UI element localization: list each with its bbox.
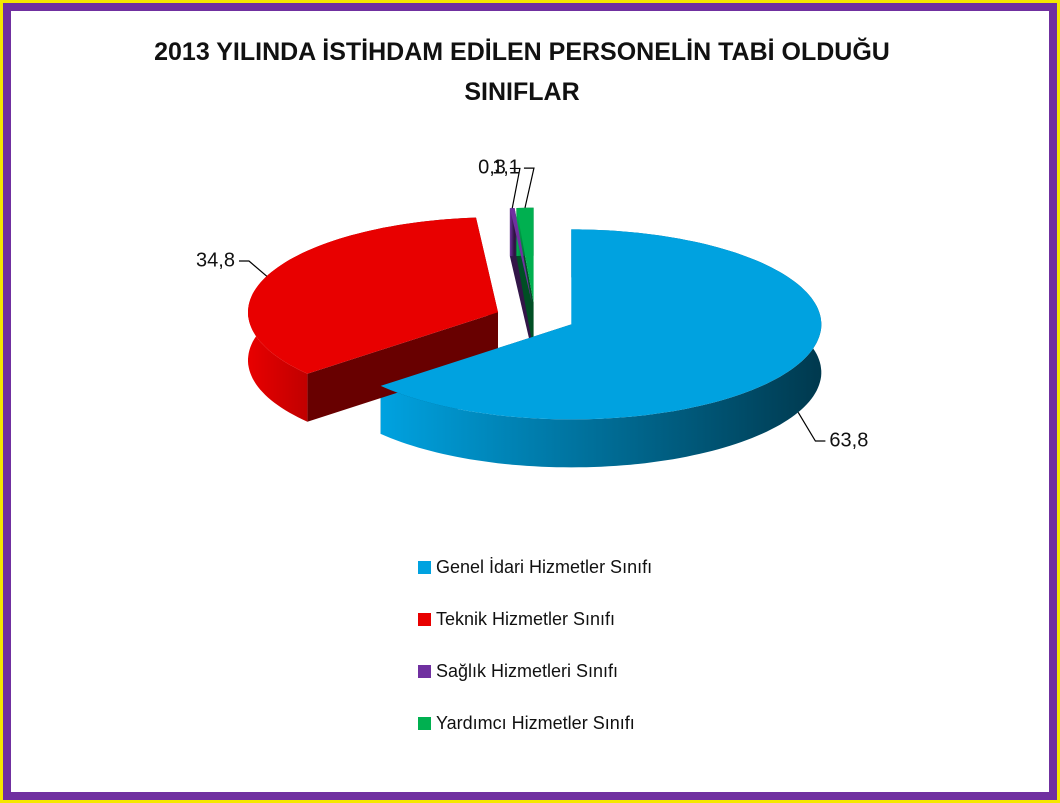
slice-tops [248, 207, 822, 420]
data-label: 1,1 [492, 156, 520, 178]
leader-line [797, 411, 826, 442]
leader-line [509, 167, 521, 209]
legend-swatch [418, 717, 431, 730]
slice [509, 208, 532, 303]
legend-label: Teknik Hizmetler Sınıfı [436, 609, 615, 629]
slice [248, 217, 498, 374]
legend-label: Sağlık Hizmetleri Sınıfı [436, 661, 618, 681]
slice [380, 229, 822, 420]
slice-side [307, 312, 498, 422]
slice [516, 207, 534, 303]
chart-title: 2013 YILINDA İSTİHDAM EDİLEN PERSONELİN … [154, 38, 890, 106]
leader-line [238, 260, 268, 277]
legend-label: Yardımcı Hizmetler Sınıfı [436, 713, 635, 733]
legend-label: Genel İdari Hizmetler Sınıfı [436, 557, 652, 577]
legend-swatch [418, 561, 431, 574]
legend-swatch [418, 613, 431, 626]
legend-swatch [418, 665, 431, 678]
data-label: 34,8 [196, 249, 235, 271]
data-label: 63,8 [829, 429, 868, 451]
data-label: 0,3 [478, 157, 506, 179]
leader-line [523, 167, 535, 208]
